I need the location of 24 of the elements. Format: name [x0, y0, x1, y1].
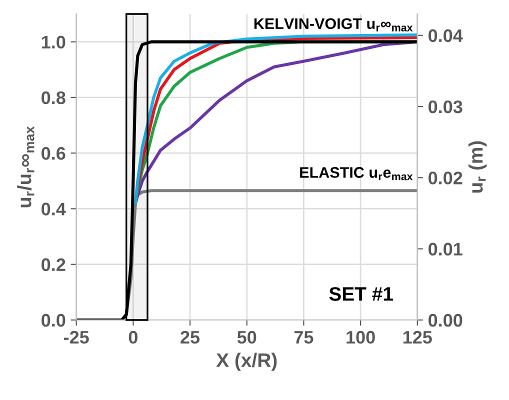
y2-tick-label: 0.02 [428, 172, 462, 184]
x-axis-title: X (x/R) [216, 352, 277, 371]
y2-tick-label: 0.03 [428, 100, 462, 114]
x-tick-label: 50 [237, 330, 256, 344]
annotation: ELASTIC u$_{r}$e$_{max}$ [300, 167, 413, 180]
y2-tick-label: 0.04 [428, 29, 463, 42]
x-tick-label: 100 [346, 330, 375, 344]
x-tick-label: -25 [64, 330, 89, 344]
y-tick-label: 0.0 [42, 314, 66, 327]
x-tick-label: 75 [294, 331, 314, 344]
y-axis-title: u$_{r}$/u$_{r}$∞$_{max}$ [17, 126, 34, 208]
y2-axis-title: u$_{r}$ (m) [468, 141, 487, 193]
y-tick-label: 0.6 [42, 147, 66, 160]
y-tick-label: 0.2 [42, 258, 66, 272]
y2-tick-label: 0.01 [428, 242, 462, 256]
y-tick-label: 0.4 [42, 202, 66, 216]
x-tick-label: 0 [128, 330, 138, 344]
x-tick-label: 25 [180, 330, 200, 344]
y2-tick-label: 0.00 [428, 314, 462, 327]
annotation: KELVIN-VOIGT u$_{r}$∞$_{max}$ [254, 18, 413, 32]
y-tick-label: 0.8 [42, 91, 66, 104]
annotation: SET #1 [329, 287, 393, 301]
y-tick-label: 1.0 [42, 36, 66, 49]
x-tick-label: 125 [403, 330, 432, 344]
